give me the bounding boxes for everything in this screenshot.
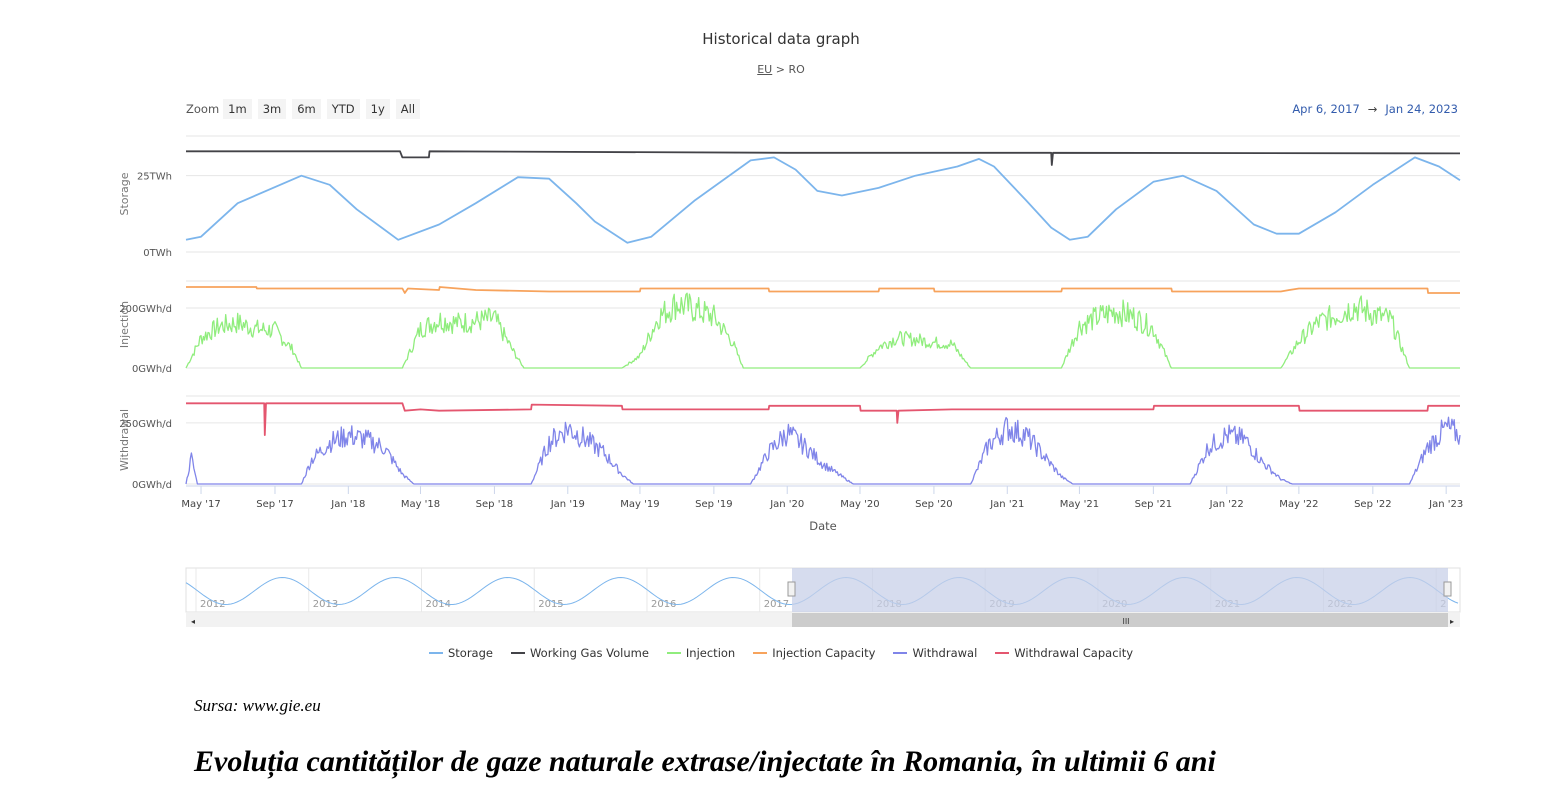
y-tick-label: 0TWh bbox=[143, 248, 172, 259]
y-axis-title: Withdrawal bbox=[118, 409, 131, 471]
legend-label: Withdrawal Capacity bbox=[1014, 646, 1134, 660]
legend-item-working-gas-volume[interactable]: Working Gas Volume bbox=[510, 646, 649, 660]
series-line-withdrawal bbox=[185, 416, 1461, 485]
y-tick-label: 25TWh bbox=[137, 172, 172, 183]
navigator-handle-right bbox=[1443, 581, 1452, 597]
zoom-selector: Zoom 1m 3m 6m YTD 1y All bbox=[186, 99, 426, 119]
legend-label: Storage bbox=[447, 646, 493, 660]
x-tick-label: Sep '19 bbox=[695, 499, 733, 510]
x-tick-label: Jan '20 bbox=[769, 499, 804, 510]
navigator-year-label: 2017 bbox=[764, 599, 789, 610]
y-axis-title: Injection bbox=[118, 301, 131, 348]
x-axis-title: Date bbox=[809, 519, 837, 533]
zoom-ytd-button[interactable]: YTD bbox=[326, 99, 360, 119]
navigator-year-label: 2013 bbox=[313, 599, 338, 610]
chart-legend: Storage Working Gas Volume Injection Inj… bbox=[0, 646, 1562, 660]
legend-swatch-withdrawal-capacity bbox=[995, 652, 1010, 654]
y-tick-label: 0GWh/d bbox=[132, 480, 172, 491]
x-tick-label: Jan '22 bbox=[1209, 499, 1244, 510]
x-tick-label: May '22 bbox=[1279, 499, 1318, 510]
chart-title: Historical data graph bbox=[702, 30, 860, 48]
x-tick-label: Jan '21 bbox=[989, 499, 1024, 510]
y-tick-label: 0GWh/d bbox=[132, 364, 172, 375]
navigator-year-label: 2012 bbox=[200, 599, 225, 610]
legend-label: Withdrawal bbox=[912, 646, 978, 660]
range-arrow-icon: → bbox=[1367, 102, 1378, 116]
x-tick-label: Jan '18 bbox=[330, 499, 365, 510]
range-to-input[interactable]: Jan 24, 2023 bbox=[1385, 102, 1458, 116]
legend-item-storage[interactable]: Storage bbox=[428, 646, 493, 660]
x-tick-label: Sep '18 bbox=[476, 499, 514, 510]
legend-label: Working Gas Volume bbox=[529, 646, 649, 660]
navigator-year-label: 2015 bbox=[538, 599, 563, 610]
x-tick-label: May '18 bbox=[401, 499, 440, 510]
historical-chart: 25TWh 0TWh Storage 200GWh/d 0GWh/d Injection 2… bbox=[118, 135, 1463, 627]
source-note: Sursa: www.gie.eu bbox=[194, 696, 321, 715]
navigator-handle-left bbox=[787, 581, 796, 597]
zoom-3m-button[interactable]: 3m bbox=[257, 99, 287, 119]
breadcrumb-current: RO bbox=[788, 63, 805, 76]
series-line-working-gas-volume bbox=[186, 150, 1461, 166]
legend-swatch-injection-capacity bbox=[753, 652, 768, 654]
legend-label: Injection bbox=[685, 646, 736, 660]
zoom-1m-button[interactable]: 1m bbox=[223, 99, 252, 119]
legend-swatch-storage bbox=[428, 652, 443, 654]
series-line-withdrawal-capacity bbox=[186, 402, 1460, 436]
series-line-storage bbox=[185, 156, 1461, 244]
scroll-right-arrow-icon: ▸ bbox=[1450, 617, 1454, 626]
legend-swatch-injection bbox=[666, 652, 681, 654]
scrollbar-grip: III bbox=[1122, 617, 1129, 626]
zoom-all-button[interactable]: All bbox=[395, 99, 421, 119]
scroll-left-arrow-icon: ◂ bbox=[191, 617, 195, 626]
breadcrumb-link-eu[interactable]: EU bbox=[757, 63, 773, 76]
series-line-injection-capacity bbox=[186, 286, 1460, 294]
x-tick-label: May '19 bbox=[620, 499, 659, 510]
y-tick-label: 200GWh/d bbox=[119, 304, 172, 315]
legend-swatch-working-gas-volume bbox=[510, 652, 525, 654]
figure-caption: Evoluția cantităților de gaze naturale e… bbox=[194, 745, 1216, 778]
breadcrumb: EU > RO bbox=[0, 63, 1562, 76]
legend-item-withdrawal[interactable]: Withdrawal bbox=[893, 646, 977, 660]
breadcrumb-separator: > bbox=[775, 63, 785, 76]
series-line-injection bbox=[185, 292, 1460, 369]
zoom-1y-button[interactable]: 1y bbox=[365, 99, 390, 119]
x-tick-label: Sep '21 bbox=[1135, 499, 1173, 510]
date-range: Apr 6, 2017 → Jan 24, 2023 bbox=[1292, 102, 1458, 116]
y-tick-label: 250GWh/d bbox=[119, 419, 172, 430]
legend-item-injection-capacity[interactable]: Injection Capacity bbox=[753, 646, 875, 660]
legend-item-withdrawal-capacity[interactable]: Withdrawal Capacity bbox=[995, 646, 1133, 660]
x-tick-label: Sep '17 bbox=[256, 499, 294, 510]
x-tick-label: May '20 bbox=[840, 499, 879, 510]
x-tick-label: Jan '19 bbox=[550, 499, 585, 510]
x-tick-label: May '21 bbox=[1060, 499, 1099, 510]
legend-item-injection[interactable]: Injection bbox=[666, 646, 736, 660]
x-tick-label: Jan '23 bbox=[1428, 499, 1463, 510]
navigator-year-label: 2016 bbox=[651, 599, 676, 610]
navigator-selection bbox=[792, 568, 1448, 612]
zoom-6m-button[interactable]: 6m bbox=[292, 99, 321, 119]
x-tick-label: Sep '22 bbox=[1354, 499, 1392, 510]
zoom-label: Zoom bbox=[186, 102, 220, 116]
y-axis-title: Storage bbox=[118, 172, 131, 215]
scrollbar-thumb bbox=[792, 613, 1448, 627]
legend-swatch-withdrawal bbox=[893, 652, 908, 654]
x-tick-label: Sep '20 bbox=[915, 499, 953, 510]
x-tick-label: May '17 bbox=[181, 499, 220, 510]
legend-label: Injection Capacity bbox=[772, 646, 876, 660]
range-from-input[interactable]: Apr 6, 2017 bbox=[1292, 102, 1360, 116]
navigator-year-label: 2014 bbox=[425, 599, 450, 610]
